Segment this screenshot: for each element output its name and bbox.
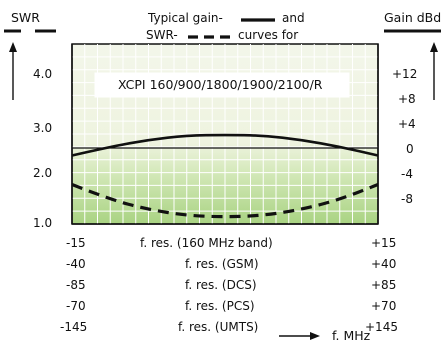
- swr-tick-label: 1.0: [33, 216, 53, 230]
- band-right-value: +15: [371, 236, 397, 250]
- band-right-value: +40: [371, 257, 397, 271]
- chart-title: XCPI 160/900/1800/1900/2100/R: [118, 77, 323, 92]
- band-name: f. res. (PCS): [185, 299, 255, 313]
- band-left-value: -145: [60, 320, 88, 334]
- band-right-value: +145: [365, 320, 398, 334]
- gain-axis-arrowhead: [430, 42, 438, 52]
- legend-line1-prefix: Typical gain-: [148, 11, 223, 25]
- band-name: f. res. (DCS): [185, 278, 257, 292]
- gain-curve: [71, 133, 379, 157]
- gain-tick-label: -8: [401, 192, 413, 206]
- gain-tick-label: +8: [398, 92, 416, 106]
- gain-tick-label: 0: [406, 142, 414, 156]
- gain-axis-label: Gain dBd: [384, 10, 442, 25]
- curves: [71, 133, 379, 219]
- x-axis-label: f. MHz: [332, 328, 371, 343]
- gain-tick-label: +4: [398, 117, 416, 131]
- band-left-value: -40: [66, 257, 86, 271]
- gain-tick-label: +12: [392, 67, 418, 81]
- swr-curve: [71, 183, 379, 219]
- band-left-value: -15: [66, 236, 86, 250]
- band-name: f. res. (GSM): [185, 257, 259, 271]
- legend-line2-suffix: curves for: [238, 28, 299, 42]
- band-left-value: -70: [66, 299, 86, 313]
- title-box: [94, 72, 350, 98]
- swr-axis-label: SWR: [11, 10, 40, 25]
- band-name: f. res. (UMTS): [178, 320, 259, 334]
- band-left-value: -85: [66, 278, 86, 292]
- swr-tick-label: 2.0: [33, 166, 53, 180]
- legend-line2-prefix: SWR-: [146, 28, 178, 42]
- swr-tick-label: 3.0: [33, 121, 53, 135]
- swr-axis-arrowhead: [9, 42, 17, 52]
- gain-tick-label: -4: [401, 167, 413, 181]
- band-name: f. res. (160 MHz band): [140, 236, 273, 250]
- x-axis-arrowhead: [310, 332, 320, 340]
- legend-line1-suffix: and: [282, 11, 305, 25]
- band-right-value: +70: [371, 299, 397, 313]
- band-right-value: +85: [371, 278, 397, 292]
- swr-tick-label: 4.0: [33, 67, 53, 81]
